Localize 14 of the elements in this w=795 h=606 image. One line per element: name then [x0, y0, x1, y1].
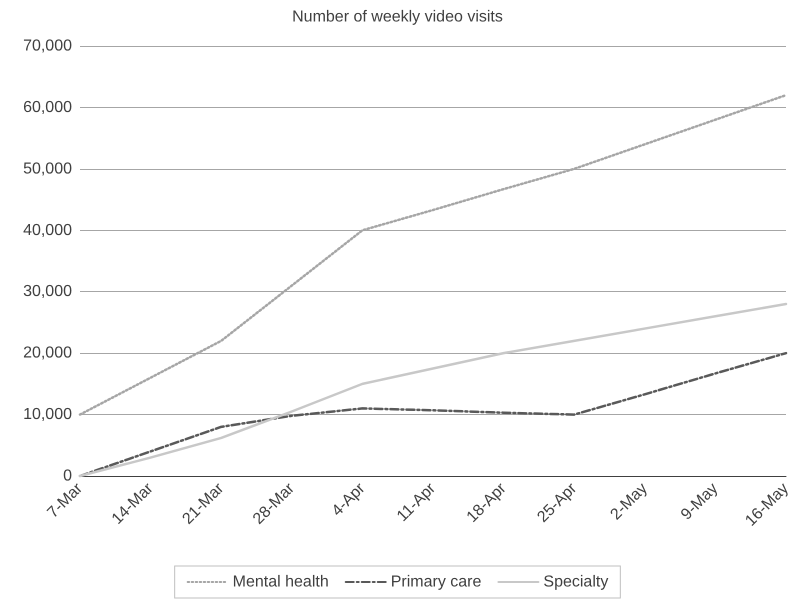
y-tick-label: 10,000	[23, 406, 72, 424]
y-tick-label: 70,000	[23, 38, 72, 54]
legend-label: Primary care	[390, 574, 482, 590]
legend-label: Specialty	[543, 574, 608, 590]
y-tick-label: 30,000	[23, 283, 72, 300]
y-tick-label: 0	[63, 468, 72, 484]
line-series	[78, 302, 788, 478]
line-series	[78, 352, 788, 478]
legend-label: Mental health	[232, 574, 329, 590]
y-tick-label: 60,000	[23, 98, 72, 116]
y-tick-label: 20,000	[23, 344, 72, 362]
y-tick-label: 40,000	[23, 222, 72, 239]
chart-title: Number of weekly video visits	[292, 8, 503, 26]
y-tick-label: 50,000	[23, 160, 72, 178]
